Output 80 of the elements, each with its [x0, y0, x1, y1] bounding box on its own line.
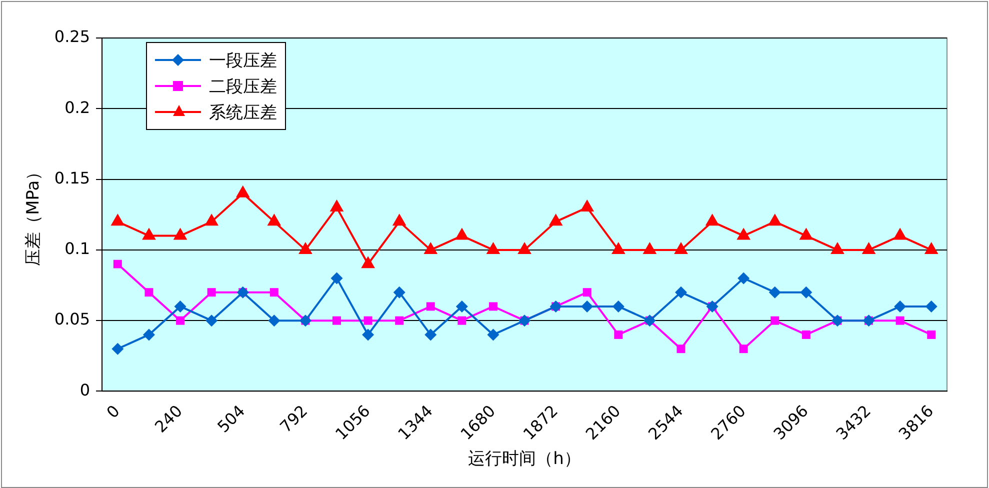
point: [456, 300, 468, 312]
point: [110, 214, 125, 226]
x-tick-label: 240: [150, 401, 186, 436]
point: [925, 300, 938, 312]
point: [800, 286, 812, 298]
point: [738, 272, 750, 284]
point: [176, 316, 185, 325]
point: [330, 272, 343, 284]
point: [580, 200, 594, 212]
legend-label: 二段压差: [209, 76, 277, 98]
point: [393, 286, 406, 298]
point: [361, 256, 375, 268]
point: [298, 242, 312, 254]
point: [581, 300, 594, 312]
x-tick-label: 0: [102, 401, 124, 422]
point: [112, 342, 124, 355]
point: [395, 316, 404, 325]
point: [739, 344, 748, 354]
y-tick-label: 0.2: [64, 98, 90, 117]
point: [614, 330, 623, 339]
point: [582, 288, 592, 297]
point: [454, 228, 469, 240]
legend-label: 系统压差: [209, 102, 277, 124]
point: [113, 260, 122, 268]
point: [142, 328, 155, 341]
point: [548, 214, 563, 226]
point: [642, 242, 657, 254]
point: [674, 242, 688, 254]
point: [270, 288, 278, 297]
point: [802, 330, 810, 339]
point: [487, 328, 500, 341]
point: [144, 288, 154, 297]
point: [924, 242, 938, 254]
point: [458, 316, 466, 325]
y-tick-label: 0.25: [54, 27, 90, 46]
point: [268, 314, 280, 327]
point: [768, 214, 782, 226]
point: [206, 314, 218, 327]
point: [488, 302, 498, 311]
point: [893, 228, 907, 240]
point: [927, 330, 936, 339]
point: [894, 300, 906, 312]
point: [330, 200, 344, 212]
point: [676, 344, 686, 354]
point: [426, 302, 435, 311]
point: [332, 316, 341, 325]
x-tick-label: 792: [276, 401, 312, 436]
point: [142, 228, 156, 240]
point: [364, 316, 372, 325]
point: [736, 228, 751, 240]
point: [768, 286, 781, 298]
point: [518, 242, 532, 254]
y-tick-label: 0: [80, 380, 90, 400]
point: [486, 242, 500, 254]
point: [705, 214, 720, 226]
y-tick-label: 0.05: [54, 310, 90, 329]
point: [896, 316, 904, 325]
x-axis-title: 运行时间（h）: [468, 449, 581, 470]
point: [424, 242, 438, 254]
point: [392, 214, 406, 226]
point: [424, 328, 437, 341]
point: [267, 214, 282, 226]
point: [236, 185, 250, 198]
x-tick-label: 504: [214, 401, 249, 436]
point: [173, 228, 188, 240]
point: [674, 286, 687, 298]
point: [862, 242, 876, 254]
point: [174, 300, 186, 312]
point: [362, 328, 374, 341]
y-tick-label: 0.1: [64, 239, 90, 258]
point: [770, 316, 780, 325]
y-axis-title: 压差（MPa）: [24, 163, 44, 266]
y-tick-label: 0.15: [54, 168, 90, 188]
legend-label: 一段压差: [209, 50, 277, 72]
point: [830, 242, 844, 254]
point: [204, 214, 218, 226]
point: [207, 288, 216, 297]
point: [799, 228, 814, 240]
point: [611, 242, 626, 254]
point: [612, 300, 624, 312]
